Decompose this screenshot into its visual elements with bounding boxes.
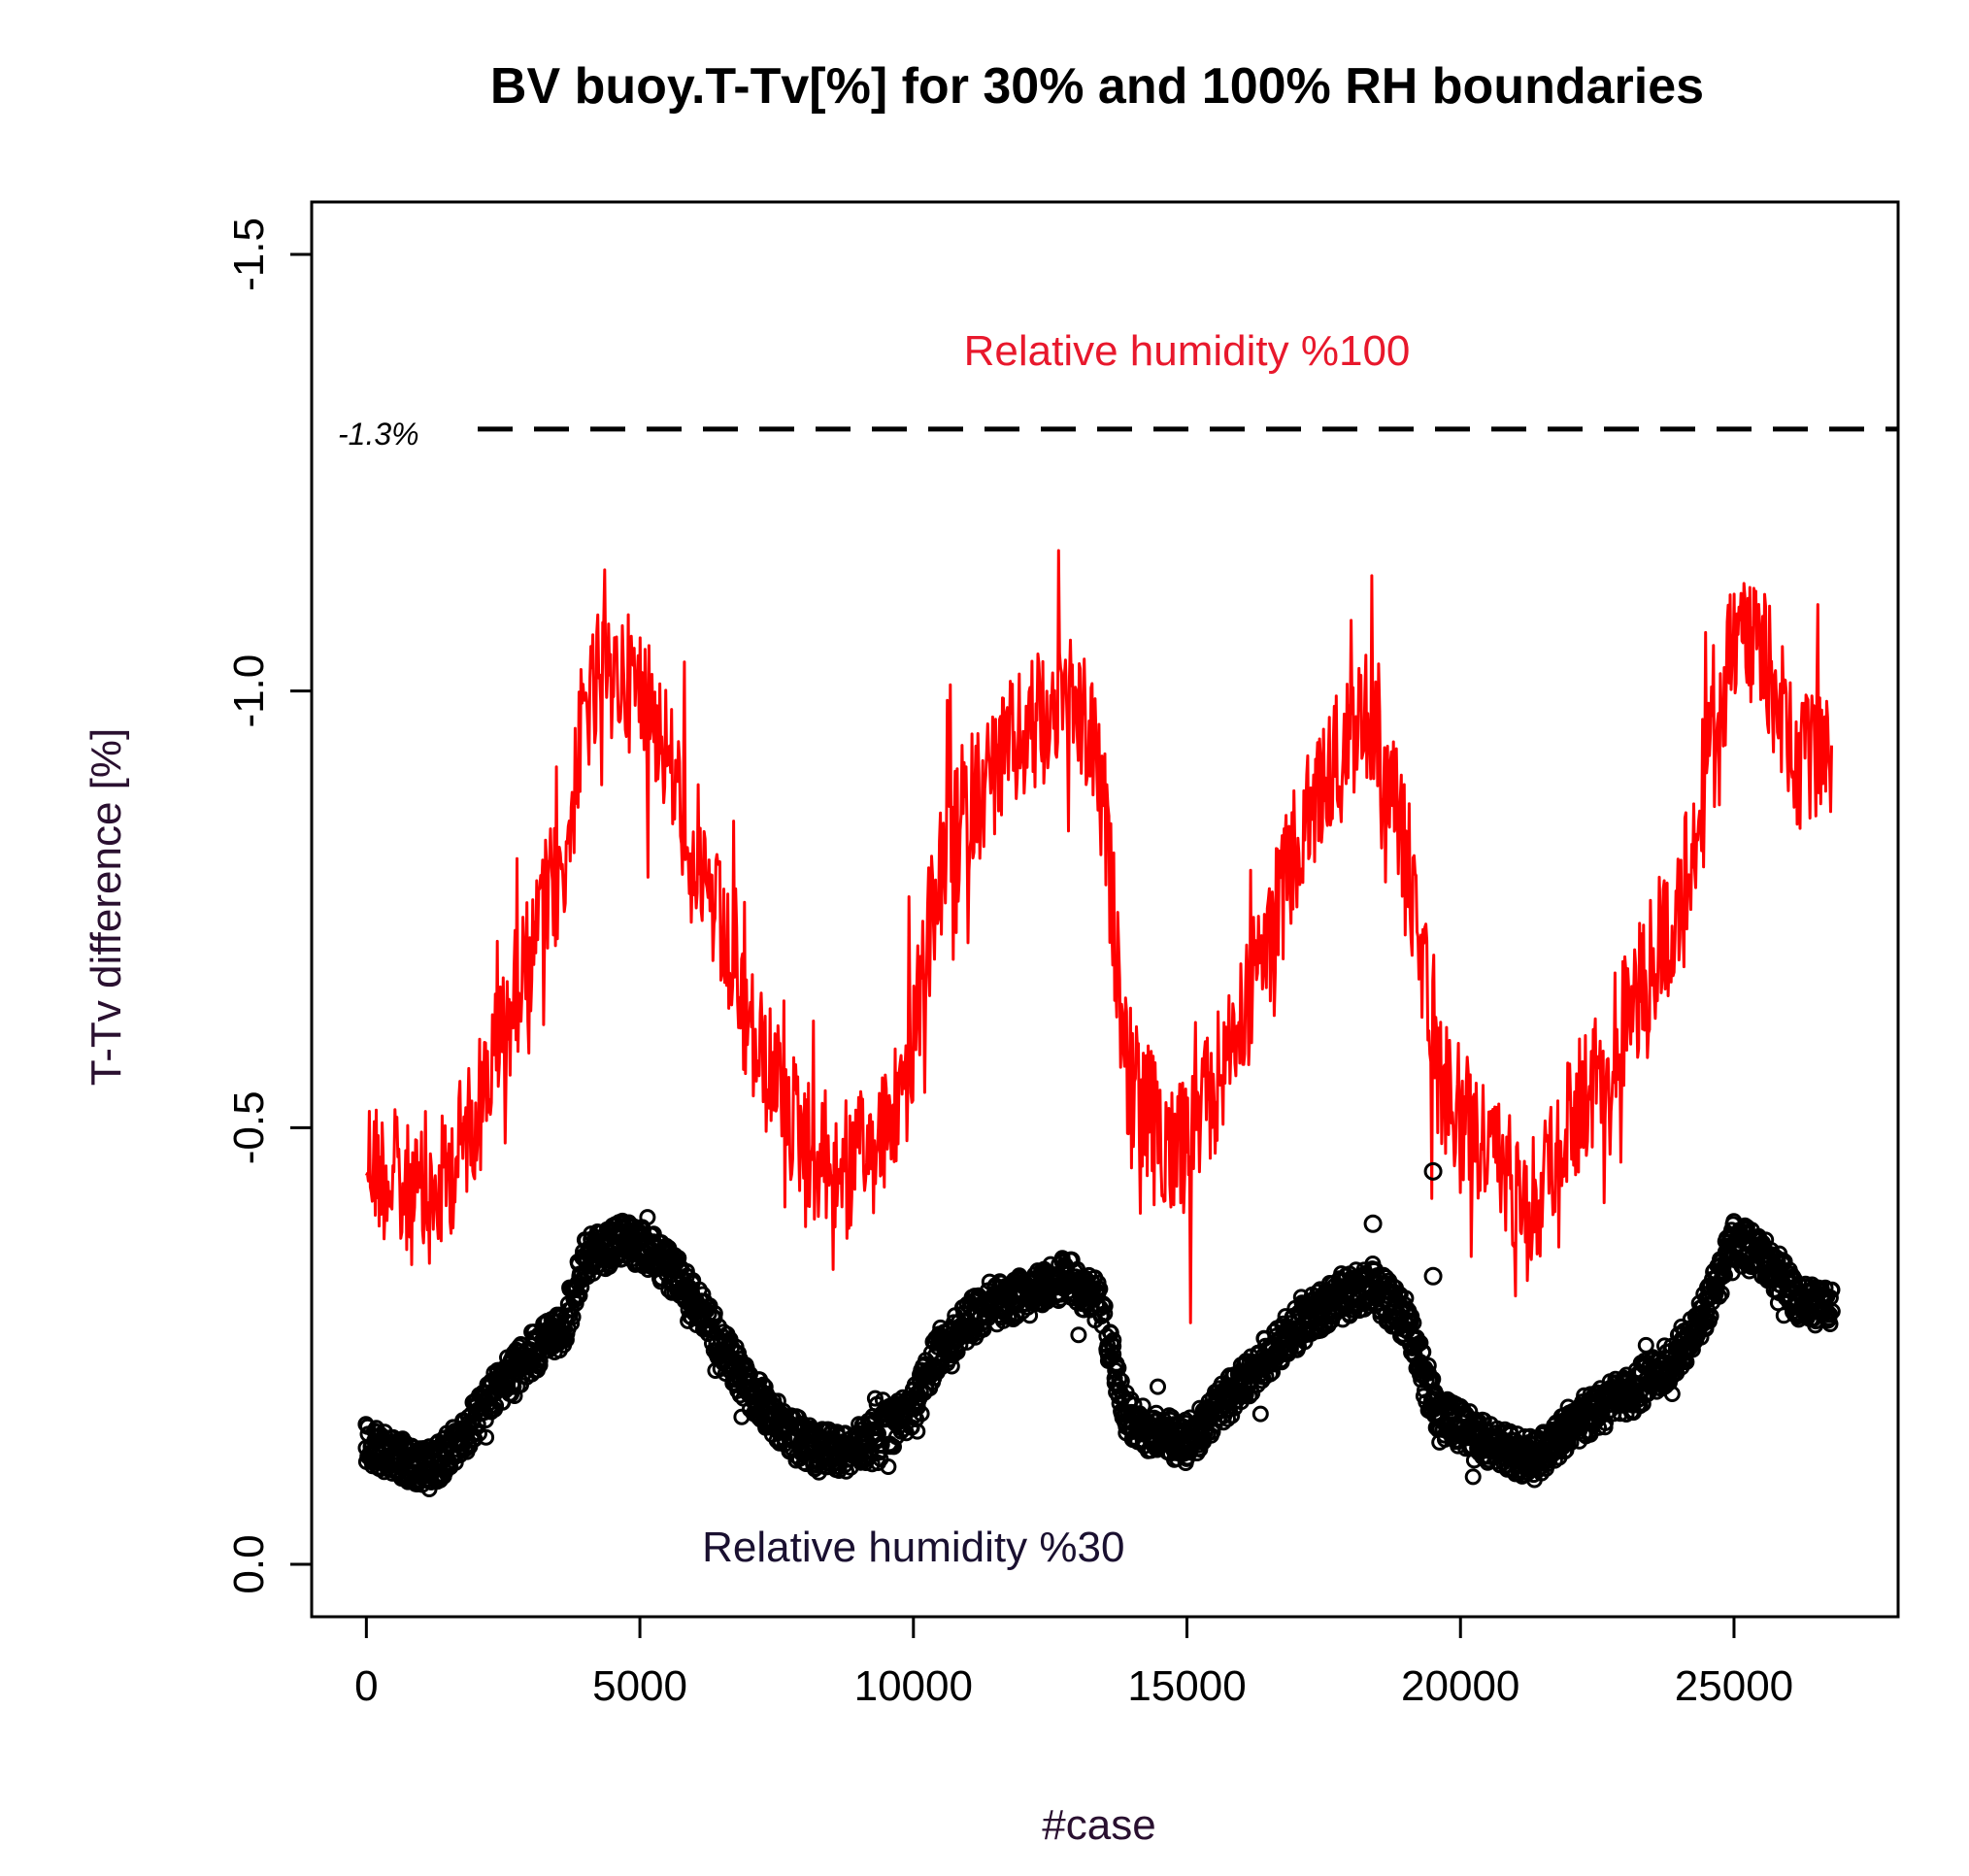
series-rh30-point xyxy=(478,1428,495,1446)
y-axis: 0.0 -0.5 -1.0 -1.5 xyxy=(225,218,314,1594)
series-rh30-point xyxy=(571,1287,588,1304)
series-rh30-point xyxy=(1405,1314,1422,1331)
series-rh30-point xyxy=(943,1357,960,1375)
annotation-rh30: Relative humidity %30 xyxy=(702,1524,1124,1571)
annotation-rh100: Relative humidity %100 xyxy=(964,327,1411,375)
x-tick-label: 5000 xyxy=(592,1662,687,1710)
x-axis: 0 5000 10000 15000 20000 25000 xyxy=(354,1615,1793,1710)
series-rh30-point xyxy=(1823,1282,1841,1299)
series-rh30-point xyxy=(557,1331,575,1349)
series-rh30-point xyxy=(1562,1434,1580,1452)
series-rh30-point xyxy=(1070,1326,1087,1344)
series-rh30-point xyxy=(1150,1378,1166,1395)
series-rh100 xyxy=(364,549,1833,1324)
series-rh30-point xyxy=(814,1421,831,1438)
series-layer xyxy=(357,549,1841,1497)
series-rh30-point xyxy=(1096,1305,1114,1323)
x-tick-label: 25000 xyxy=(1675,1662,1793,1710)
series-rh30-point xyxy=(1423,1266,1443,1286)
x-tick-label: 0 xyxy=(354,1662,378,1710)
series-rh30-point xyxy=(1412,1334,1429,1352)
series-rh30-point xyxy=(1717,1266,1733,1284)
series-rh30-point xyxy=(949,1343,966,1360)
series-rh30-point xyxy=(880,1458,897,1475)
series-rh30-point xyxy=(1363,1214,1383,1233)
series-rh30-point xyxy=(1823,1303,1841,1320)
series-rh30-point xyxy=(1637,1336,1654,1354)
series-rh30-point xyxy=(1204,1424,1221,1440)
series-rh30-point xyxy=(1223,1407,1241,1424)
x-tick-label: 15000 xyxy=(1127,1662,1246,1710)
y-tick-label: -1.5 xyxy=(225,218,273,291)
series-rh30-point xyxy=(1264,1363,1281,1381)
x-tick-label: 10000 xyxy=(854,1662,973,1710)
series-rh30-point xyxy=(1105,1337,1122,1355)
series-rh30-point xyxy=(1663,1386,1681,1402)
x-tick-label: 20000 xyxy=(1401,1662,1519,1710)
series-rh30-point xyxy=(1415,1344,1431,1361)
series-rh30-point xyxy=(1596,1419,1614,1436)
series-rh30-point xyxy=(706,1309,723,1326)
y-tick-label: 0.0 xyxy=(225,1534,273,1593)
series-rh30-point xyxy=(1423,1161,1443,1181)
series-rh30-point xyxy=(1105,1331,1122,1349)
series-rh30-point xyxy=(1464,1468,1482,1486)
series-rh30-point xyxy=(885,1438,902,1456)
series-rh30-point xyxy=(1091,1280,1109,1297)
y-tick-label: -0.5 xyxy=(225,1090,273,1164)
series-rh30 xyxy=(357,1161,1841,1497)
series-rh30-point xyxy=(913,1405,930,1423)
series-rh30-point xyxy=(1713,1285,1730,1302)
series-rh30-point xyxy=(567,1294,584,1312)
y-tick-label: -1.0 xyxy=(225,654,273,728)
x-axis-title: #case xyxy=(1042,1801,1155,1849)
chart-title: BV buoy.T-Tv[%] for 30% and 100% RH boun… xyxy=(490,58,1704,115)
y-axis-title: T-Tv difference [%] xyxy=(83,728,130,1086)
series-rh100-line xyxy=(364,549,1833,1324)
series-rh30-point xyxy=(1134,1397,1151,1415)
series-rh30-point xyxy=(563,1315,581,1332)
series-rh30-point xyxy=(909,1423,926,1440)
series-rh30-point xyxy=(1251,1405,1269,1423)
series-rh30-point xyxy=(1111,1370,1128,1388)
series-rh30-point xyxy=(1096,1297,1114,1315)
series-rh30-point xyxy=(639,1209,656,1226)
series-rh30-point xyxy=(1821,1306,1839,1323)
reference-line-label: -1.3% xyxy=(338,417,419,452)
